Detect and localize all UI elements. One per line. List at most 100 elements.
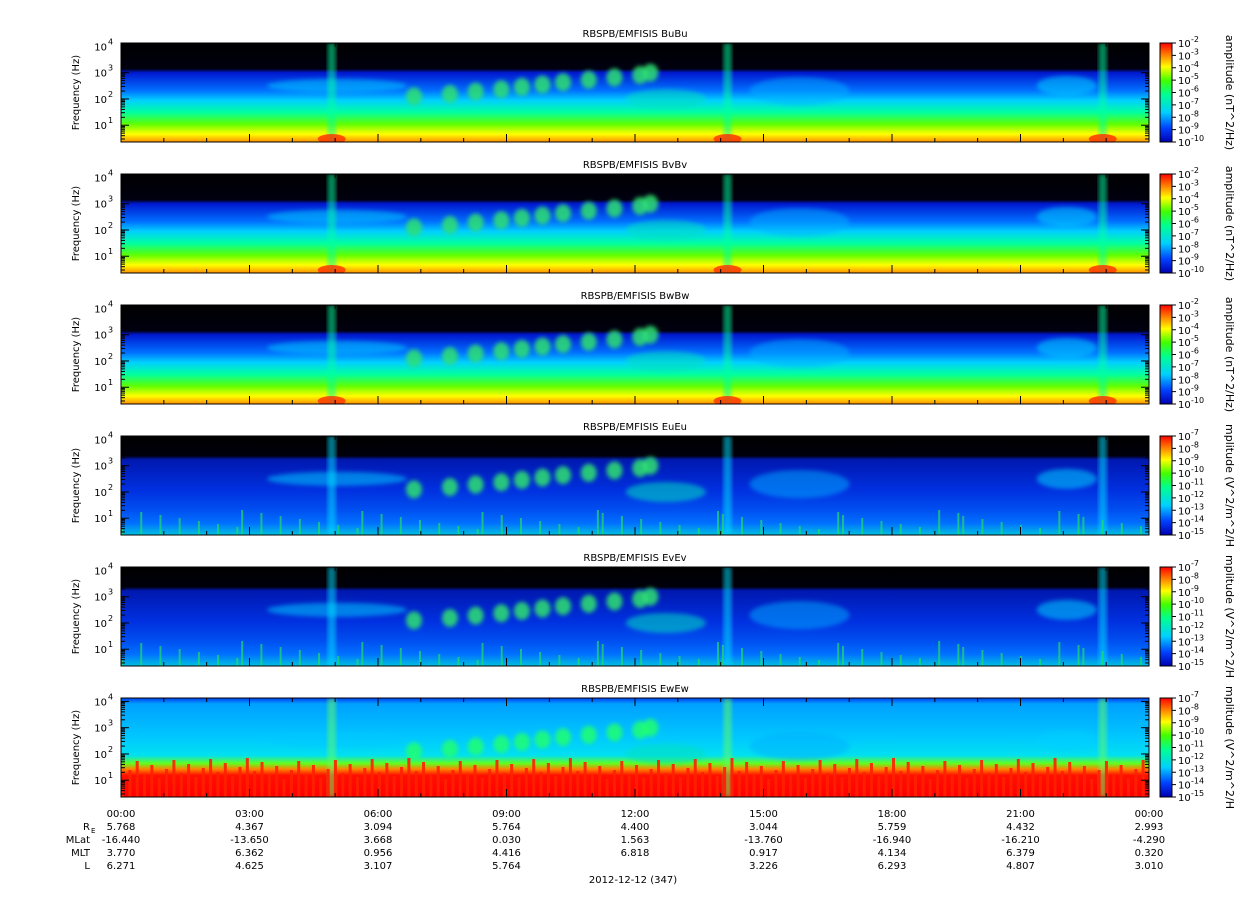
colorbar-tick-exponent: -11 [1191,740,1204,749]
y-tick-exponent: 3 [108,457,113,466]
ephemeris-value: 4.807 [1006,861,1035,872]
y-tick-label: 10 [94,435,107,446]
y-tick-exponent: 2 [108,221,113,230]
colorbar-tick-exponent: -14 [1191,777,1204,786]
y-tick-exponent: 2 [108,352,113,361]
y-tick-label: 10 [94,357,107,368]
colorbar-tick-label: 10 [1178,469,1191,480]
ephemeris-value: -13.650 [230,835,269,846]
colorbar-tick-label: 10 [1178,600,1191,611]
panel-title: RBSPB/EMFISIS EwEw [581,684,689,695]
spectrogram-image [121,174,1149,273]
colorbar-tick-exponent: -13 [1191,764,1204,773]
colorbar-tick-exponent: -12 [1191,490,1204,499]
y-tick-exponent: 4 [108,430,113,439]
colorbar-tick-label: 10 [1178,637,1191,648]
ephemeris-value: 0.030 [492,835,521,846]
y-axis-label: Frequency (Hz) [71,55,82,131]
colorbar-tick-label: 10 [1178,220,1191,231]
colorbar-tick-exponent: -15 [1191,789,1204,798]
colorbar-tick-label: 10 [1178,793,1191,804]
y-tick-exponent: 4 [108,37,113,46]
y-tick-label: 10 [94,226,107,237]
colorbar-tick-exponent: -10 [1191,265,1204,274]
date-label: 2012-12-12 (347) [589,875,677,886]
y-tick-label: 10 [94,697,107,708]
panel-title: RBSPB/EMFISIS BwBw [581,291,690,302]
colorbar-tick-exponent: -5 [1191,72,1199,81]
ephemeris-value: 5.768 [107,822,136,833]
colorbar-tick-exponent: -15 [1191,527,1204,536]
y-tick-exponent: 3 [108,64,113,73]
y-tick-exponent: 4 [108,299,113,308]
colorbar [1159,435,1173,536]
colorbar-tick-label: 10 [1178,781,1191,792]
colorbar [1159,304,1173,405]
x-tick-label: 15:00 [749,809,778,820]
colorbar-tick-label: 10 [1178,756,1191,767]
ephemeris-value: 3.094 [364,822,393,833]
ephemeris-value: 3.226 [749,861,778,872]
colorbar-tick-label: 10 [1178,338,1191,349]
colorbar-tick-label: 10 [1178,519,1191,530]
colorbar-tick-label: 10 [1178,195,1191,206]
colorbar-tick-exponent: -13 [1191,633,1204,642]
y-axis-label: Frequency (Hz) [71,317,82,393]
y-tick-label: 10 [94,121,107,132]
y-axis-label: Frequency (Hz) [71,186,82,262]
colorbar-tick-label: 10 [1178,588,1191,599]
colorbar-tick-label: 10 [1178,232,1191,243]
ephemeris-value: 4.134 [878,848,907,859]
ephemeris-value: 2.993 [1135,822,1164,833]
ephemeris-value: 0.917 [749,848,778,859]
colorbar-tick-label: 10 [1178,138,1191,149]
colorbar-tick-exponent: -4 [1191,191,1199,200]
ephemeris-value: 3.010 [1135,861,1164,872]
colorbar-tick-exponent: -11 [1191,609,1204,618]
colorbar-tick-label: 10 [1178,650,1191,661]
ephemeris-value: 4.416 [492,848,521,859]
ephemeris-value: -13.760 [744,835,783,846]
colorbar-tick-exponent: -2 [1191,166,1199,175]
colorbar-tick-exponent: -9 [1191,453,1199,462]
colorbar-tick-label: 10 [1178,457,1191,468]
colorbar-tick-label: 10 [1178,731,1191,742]
panel-title: RBSPB/EMFISIS EvEv [583,553,686,564]
spectrogram-image [121,436,1149,535]
colorbar-tick-label: 10 [1178,244,1191,255]
ephemeris-value: 5.764 [492,861,521,872]
spectrogram-panel: RBSPB/EMFISIS BwBw104103102101Frequency … [71,291,1236,412]
colorbar-tick-exponent: -9 [1191,253,1199,262]
colorbar [1159,697,1173,798]
spectrogram-panel: RBSPB/EMFISIS BuBu104103102101Frequency … [71,29,1236,150]
colorbar-tick-label: 10 [1178,326,1191,337]
colorbar-tick-label: 10 [1178,257,1191,268]
ephemeris-value: 0.956 [364,848,393,859]
y-axis-label: Frequency (Hz) [71,448,82,524]
colorbar-tick-label: 10 [1178,170,1191,181]
colorbar-tick-label: 10 [1178,432,1191,443]
y-tick-exponent: 1 [108,116,113,125]
x-tick-label: 00:00 [107,809,136,820]
ephemeris-table: R E 5.768 4.367 3.094 5.764 4.400 3.044 5.759 4.4… [66,822,1165,886]
colorbar-label: mplitude (V^2/m^2/H [1223,555,1236,678]
colorbar-tick-exponent: -6 [1191,85,1199,94]
y-tick-label: 10 [94,776,107,787]
colorbar-tick-label: 10 [1178,744,1191,755]
colorbar-tick-exponent: -8 [1191,571,1199,580]
colorbar-tick-exponent: -10 [1191,465,1204,474]
colorbar-tick-label: 10 [1178,89,1191,100]
x-tick-label: 18:00 [878,809,907,820]
colorbar-tick-label: 10 [1178,301,1191,312]
colorbar-tick-label: 10 [1178,126,1191,137]
y-tick-label: 10 [94,200,107,211]
y-tick-exponent: 1 [108,378,113,387]
y-tick-label: 10 [94,645,107,656]
colorbar-tick-label: 10 [1178,613,1191,624]
ephemeris-row-label-sub: E [91,827,95,835]
colorbar-label: amplitude (nT^2/Hz) [1223,166,1236,281]
colorbar-tick-exponent: -4 [1191,60,1199,69]
colorbar-tick-exponent: -2 [1191,297,1199,306]
colorbar-tick-label: 10 [1178,375,1191,386]
